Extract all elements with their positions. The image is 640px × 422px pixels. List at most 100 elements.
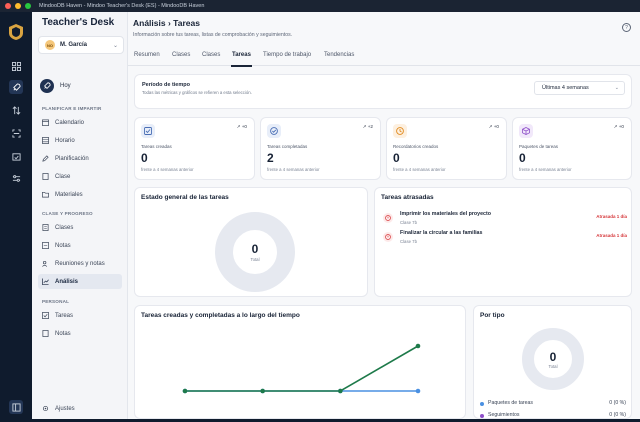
series-2-point[interactable] <box>260 388 265 394</box>
line-chart-title: Tareas creadas y completadas a lo largo … <box>141 312 300 319</box>
overdue-task-row[interactable]: Finalizar la circular a las familias Cla… <box>381 229 627 247</box>
brand-title: Teacher's Desk <box>42 17 115 28</box>
window-controls <box>0 3 31 9</box>
stat-compare: frente a 4 semanas anterior <box>393 167 446 172</box>
stat-label: Tareas creadas <box>141 144 172 149</box>
sidebar-item-settings[interactable]: Ajustes <box>38 401 122 416</box>
series-1-point[interactable] <box>415 388 421 394</box>
rail-sync-button[interactable] <box>9 103 23 117</box>
donut-ring <box>215 212 295 292</box>
overdue-task-row[interactable]: Imprimir los materiales del proyecto Cla… <box>381 210 627 228</box>
rail-dashboard-button[interactable] <box>9 59 23 73</box>
section-personal-heading: PERSONAL <box>42 299 70 304</box>
sidebar: Teacher's Desk NO M. García ⌄ Hoy PLANIF… <box>32 12 128 419</box>
donut-total-value: 0 <box>549 350 557 364</box>
stat-value: 0 <box>141 151 148 165</box>
sidebar-item-label: Ajustes <box>55 405 75 412</box>
series-2-point[interactable] <box>338 388 343 394</box>
overdue-task-title: Finalizar la circular a las familias <box>400 230 483 236</box>
stat-compare: frente a 4 semanas anterior <box>141 167 194 172</box>
sidebar-item-class[interactable]: Clase <box>38 169 122 184</box>
user-selector[interactable]: NO M. García ⌄ <box>38 36 124 54</box>
note-icon <box>42 330 49 337</box>
sidebar-item-classes[interactable]: Clases <box>38 220 122 235</box>
stat-value: 0 <box>393 151 400 165</box>
scan-icon <box>11 128 21 138</box>
stat-value: 0 <box>519 151 526 165</box>
stat-card-tasks-completed: ↗ +2 Tareas completadas 2 frente a 4 sem… <box>260 117 381 180</box>
donut-total-label: Total <box>250 257 260 262</box>
warning-icon <box>383 232 393 242</box>
maximize-window-button[interactable] <box>25 3 31 9</box>
sidebar-item-grades[interactable]: Notas <box>38 238 122 253</box>
checkbox-icon <box>141 124 155 138</box>
legend-item: Seguimientos 0 (0 %) <box>480 412 626 422</box>
period-select[interactable]: Últimas 4 semanas ⌄ <box>534 81 625 95</box>
page-subtitle: Información sobre tus tareas, listas de … <box>133 32 293 38</box>
overdue-task-title: Imprimir los materiales del proyecto <box>400 211 491 217</box>
tab-classes[interactable]: Clases <box>172 52 191 58</box>
overdue-badge: Atrasada 1 día <box>596 214 627 219</box>
sidebar-item-schedule[interactable]: Horario <box>38 133 122 148</box>
sidebar-item-planning[interactable]: Planificación <box>38 151 122 166</box>
calendar-icon <box>42 119 49 126</box>
section-class-heading: CLASE Y PROGRESO <box>42 211 93 216</box>
series-2-point[interactable] <box>415 343 421 349</box>
folder-icon <box>42 191 49 198</box>
close-window-button[interactable] <box>5 3 11 9</box>
stat-trend: ↗ +0 <box>613 124 624 129</box>
pencil-icon <box>42 155 49 162</box>
stat-trend: ↗ +0 <box>488 124 499 129</box>
sidebar-item-analytics[interactable]: Análisis <box>38 274 122 289</box>
sidebar-item-label: Clases <box>55 224 74 231</box>
user-name: M. García <box>60 42 88 48</box>
check-circle-icon <box>267 124 281 138</box>
stat-label: Tareas completadas <box>267 144 308 149</box>
help-icon[interactable]: ? <box>622 23 631 32</box>
clock-icon <box>393 124 407 138</box>
rail-calendar-button[interactable] <box>9 149 23 163</box>
rail-launch-button[interactable] <box>9 80 23 94</box>
by-type-title: Por tipo <box>480 312 505 319</box>
period-label: Período de tiempo <box>142 82 190 88</box>
period-select-value: Últimas 4 semanas <box>542 85 589 91</box>
sidebar-item-tasks[interactable]: Tareas <box>38 308 122 323</box>
sidebar-item-label: Planificación <box>55 155 89 162</box>
tab-summary[interactable]: Resumen <box>134 52 160 58</box>
sidebar-item-calendar[interactable]: Calendario <box>38 115 122 130</box>
tab-classes-2[interactable]: Clases <box>202 52 221 58</box>
sidebar-item-label: Horario <box>55 137 75 144</box>
tab-bar: Resumen Clases Clases Tareas Tiempo de t… <box>128 48 640 67</box>
avatar: NO <box>45 40 55 50</box>
sidebar-item-materials[interactable]: Materiales <box>38 187 122 202</box>
tab-work-time[interactable]: Tiempo de trabajo <box>263 52 312 58</box>
stat-card-task-packages: ↗ +0 Paquetes de tareas 0 frente a 4 sem… <box>512 117 632 180</box>
status-donut-chart <box>215 212 295 292</box>
sidebar-item-today[interactable]: Hoy <box>40 79 71 93</box>
page-title: Análisis › Tareas <box>133 18 200 28</box>
stat-label: Paquetes de tareas <box>519 144 559 149</box>
sidebar-item-label: Tareas <box>55 312 74 319</box>
sidebar-item-label: Clase <box>55 173 71 180</box>
type-donut-chart <box>522 328 584 390</box>
tab-trends[interactable]: Tendencias <box>324 52 355 58</box>
minimize-window-button[interactable] <box>15 3 21 9</box>
donut-total-value: 0 <box>251 242 259 256</box>
stat-card-reminders: ↗ +0 Recordatorios creados 0 frente a 4 … <box>386 117 507 180</box>
sidebar-item-meetings[interactable]: Reuniones y notas <box>38 256 122 271</box>
sidebar-item-label: Notas <box>55 242 71 249</box>
rail-filters-button[interactable] <box>9 171 23 185</box>
warning-icon <box>383 213 393 223</box>
series-2-point[interactable] <box>182 388 188 394</box>
tab-tasks[interactable]: Tareas <box>231 52 252 67</box>
document-icon <box>42 224 49 231</box>
rocket-icon <box>12 82 21 91</box>
chevron-down-icon: ⌄ <box>112 43 118 49</box>
chart-icon <box>42 278 49 285</box>
sidebar-item-label: Calendario <box>55 119 85 126</box>
rail-scan-button[interactable] <box>9 126 23 140</box>
sidebar-item-notes[interactable]: Notas <box>38 326 122 341</box>
rail-settings-button[interactable] <box>9 400 23 414</box>
overdue-task-class: Clase 7b <box>400 239 417 244</box>
calendar-check-icon <box>11 152 21 161</box>
